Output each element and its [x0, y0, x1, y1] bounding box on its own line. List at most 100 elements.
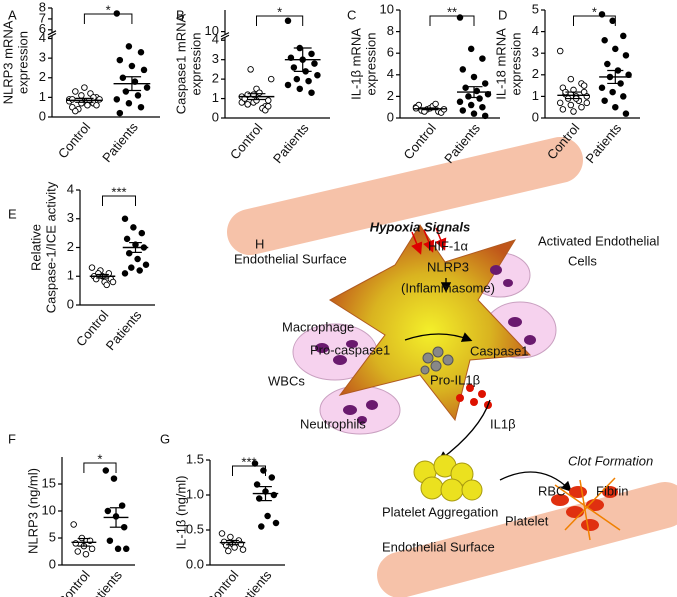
diagram-label: Hypoxia Signals — [370, 219, 470, 234]
data-point — [293, 75, 301, 83]
error-bar — [259, 486, 272, 502]
diagram-label: Neutrophils — [300, 416, 366, 431]
data-point — [104, 507, 112, 515]
data-point — [308, 50, 315, 58]
data-point — [74, 548, 82, 555]
data-point — [239, 546, 247, 553]
error-bar — [293, 47, 312, 72]
data-point — [69, 96, 76, 103]
data-point — [138, 229, 146, 237]
y-tick-label: 4 — [387, 66, 394, 81]
y-tick-label: 8 — [39, 0, 46, 14]
diagram-label: NLRP3 — [427, 259, 469, 274]
y-tick-label: 10 — [205, 23, 219, 38]
data-point — [143, 84, 151, 91]
diagram-label: Endothelial Surface — [382, 539, 495, 554]
y-tick-label: 7 — [39, 10, 46, 25]
significance-label: * — [106, 2, 111, 17]
data-point — [556, 47, 564, 55]
y-axis-label: expression — [508, 33, 523, 96]
y-tick-label: 4 — [67, 181, 74, 196]
y-tick-label: 10 — [42, 502, 56, 517]
data-point — [222, 542, 230, 549]
y-axis-label: IL-1β (ng/ml) — [173, 476, 188, 550]
data-point — [231, 544, 238, 551]
error-bar — [465, 86, 483, 99]
data-point — [296, 85, 304, 93]
data-point — [102, 467, 110, 474]
data-point — [620, 32, 627, 40]
data-point — [308, 89, 315, 96]
data-point — [109, 278, 117, 286]
diagram-label: Fibrin — [596, 483, 629, 498]
data-point — [72, 107, 79, 115]
data-point — [459, 66, 467, 73]
data-point — [96, 96, 103, 103]
diagram-label: Cells — [568, 253, 597, 268]
data-point — [470, 73, 478, 81]
data-point — [227, 533, 234, 541]
panel-letter: D — [498, 7, 507, 22]
data-point — [567, 101, 575, 109]
data-point — [244, 101, 251, 108]
data-point — [256, 89, 263, 96]
y-tick-label: 1 — [532, 88, 539, 103]
y-tick-label: 0.0 — [186, 556, 204, 571]
diagram-label: Clot Formation — [568, 453, 653, 468]
y-tick-label: 0 — [67, 296, 74, 311]
y-tick-label: 3 — [532, 45, 539, 60]
data-point — [81, 84, 88, 91]
data-point — [118, 502, 126, 509]
y-tick-label: 2 — [39, 69, 46, 84]
diagram-label: RBC — [538, 483, 565, 498]
data-point — [142, 261, 150, 269]
x-tick-label: Control — [55, 119, 93, 161]
error-bar — [607, 69, 624, 85]
data-point — [258, 523, 265, 530]
data-point — [267, 75, 275, 83]
data-point — [88, 545, 96, 553]
x-tick-label: Patients — [233, 567, 275, 597]
data-point — [260, 467, 267, 474]
data-point — [268, 474, 276, 481]
data-point — [481, 112, 489, 120]
data-point — [290, 64, 298, 71]
significance-label: * — [97, 451, 102, 466]
y-tick-label: 1 — [39, 89, 46, 104]
error-bar — [421, 107, 439, 111]
data-point — [255, 495, 263, 502]
diagram-label: Pro-caspase1 — [310, 342, 390, 357]
data-point — [92, 275, 100, 283]
y-tick-label: 5 — [532, 1, 539, 16]
data-point — [137, 49, 145, 56]
data-point — [601, 36, 608, 44]
y-axis-label: Relative — [28, 224, 43, 271]
y-tick-label: 4 — [39, 30, 46, 45]
data-point — [612, 45, 619, 53]
data-point — [121, 215, 129, 222]
data-point — [140, 66, 148, 74]
data-point — [78, 100, 85, 107]
y-tick-label: 10 — [380, 1, 394, 16]
data-point — [93, 101, 100, 109]
data-point — [122, 545, 130, 553]
y-tick-label: 3 — [67, 210, 74, 225]
data-point — [253, 481, 261, 488]
error-bar — [565, 91, 582, 100]
y-axis-label: NLRP3 mRNA — [0, 20, 15, 104]
data-point — [305, 77, 312, 85]
data-point — [90, 94, 97, 101]
data-point — [113, 10, 121, 17]
x-tick-label: Patients — [270, 120, 312, 166]
data-point — [225, 547, 232, 555]
data-point — [622, 110, 630, 117]
diagram-label: Activated Endothelial — [538, 233, 660, 248]
data-point — [121, 270, 129, 277]
diagram-label: Macrophage — [282, 319, 354, 334]
data-point — [128, 264, 135, 271]
data-point — [125, 249, 133, 257]
significance-label: * — [592, 4, 597, 19]
y-axis-label: IL-1β mRNA — [348, 28, 363, 100]
significance-bracket — [83, 13, 133, 24]
